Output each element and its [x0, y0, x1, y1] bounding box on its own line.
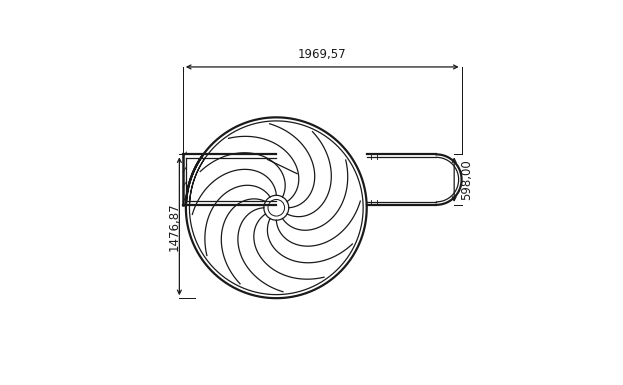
- Text: 1969,57: 1969,57: [298, 48, 346, 61]
- Text: 1476,87: 1476,87: [168, 202, 181, 251]
- Text: 598,00: 598,00: [460, 159, 473, 200]
